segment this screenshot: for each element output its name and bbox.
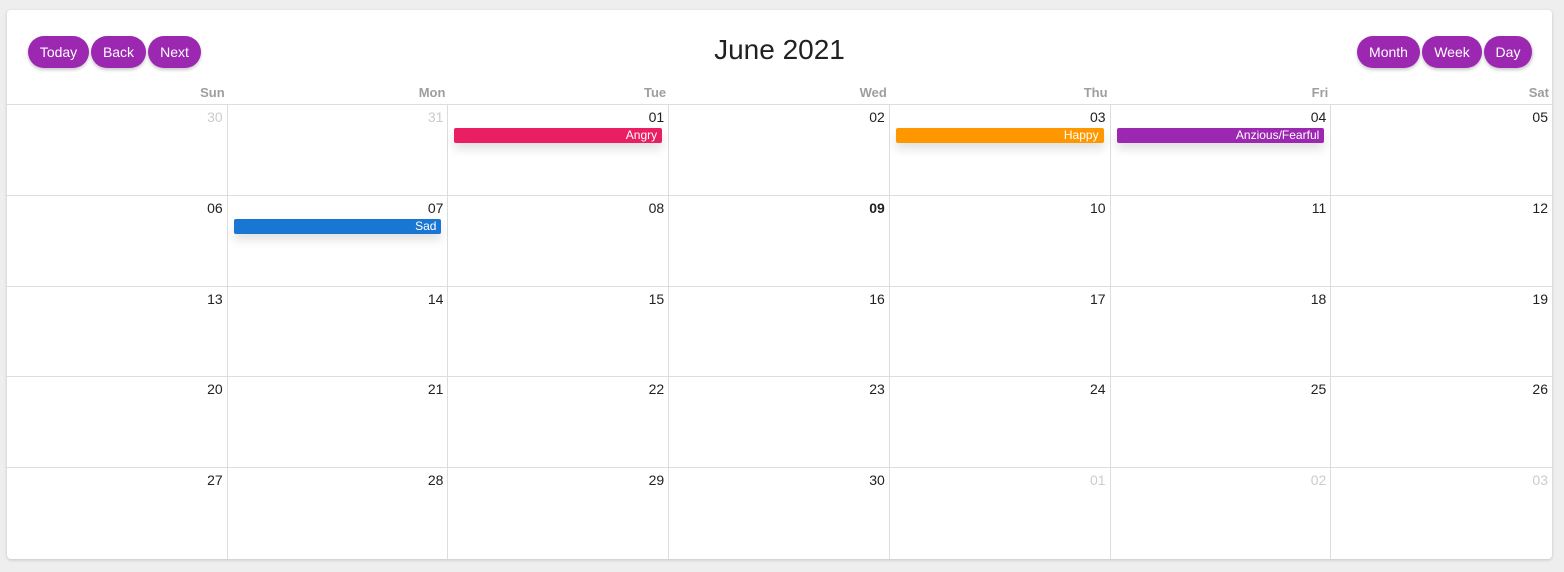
- day-cell[interactable]: 29: [448, 468, 670, 559]
- day-number[interactable]: 20: [207, 381, 223, 398]
- day-number[interactable]: 06: [207, 199, 223, 216]
- day-cell[interactable]: 27: [7, 468, 228, 559]
- day-number[interactable]: 22: [648, 381, 665, 398]
- day-number[interactable]: 17: [1089, 290, 1106, 307]
- day-cell[interactable]: 15: [448, 286, 670, 378]
- day-number[interactable]: 13: [207, 290, 223, 307]
- day-cell[interactable]: 22: [448, 377, 670, 469]
- day-number[interactable]: 03: [1532, 472, 1548, 489]
- weekday-header-sat: Sat: [1528, 85, 1549, 100]
- day-cell[interactable]: 13: [7, 286, 228, 378]
- day-cell[interactable]: 21: [227, 377, 449, 469]
- day-number[interactable]: 18: [1310, 290, 1327, 307]
- day-cell[interactable]: 08: [448, 195, 670, 287]
- day-number[interactable]: 01: [1089, 472, 1106, 489]
- month-grid: 30 31 01 Angry 02 03 Happy 04 Anzious/Fearful 05 0…: [7, 104, 1552, 559]
- day-number[interactable]: 29: [648, 472, 665, 489]
- weekday-header-wed: Wed: [859, 85, 887, 100]
- day-number[interactable]: 30: [207, 109, 223, 125]
- day-number[interactable]: 02: [869, 109, 885, 125]
- day-cell[interactable]: 14: [227, 286, 449, 378]
- day-number[interactable]: 03: [1089, 109, 1106, 125]
- day-cell[interactable]: 12: [1331, 196, 1552, 287]
- day-number[interactable]: 11: [1311, 199, 1327, 216]
- weekday-header-fri: Fri: [1311, 85, 1329, 100]
- event-happy[interactable]: Happy: [895, 128, 1104, 143]
- day-cell[interactable]: 26: [1331, 377, 1552, 469]
- back-button[interactable]: Back: [91, 36, 146, 68]
- day-cell[interactable]: 06: [7, 195, 228, 287]
- event-sad[interactable]: Sad: [233, 218, 442, 234]
- day-cell[interactable]: 03: [1331, 468, 1552, 559]
- day-cell[interactable]: 01: [890, 468, 1111, 559]
- week-view-button[interactable]: Week: [1422, 36, 1482, 68]
- day-number[interactable]: 04: [1310, 109, 1327, 125]
- day-cell[interactable]: 09: [669, 195, 890, 287]
- day-cell[interactable]: 16: [669, 286, 890, 378]
- day-cell[interactable]: 05: [1331, 105, 1552, 196]
- day-view-button[interactable]: Day: [1484, 36, 1533, 68]
- day-number[interactable]: 10: [1089, 199, 1106, 216]
- day-number[interactable]: 25: [1310, 381, 1327, 398]
- calendar-title: June 2021: [714, 34, 845, 65]
- event-angry[interactable]: Angry: [454, 128, 663, 143]
- weekday-header-sun: Sun: [200, 85, 225, 100]
- day-number[interactable]: 30: [869, 472, 885, 489]
- calendar: Today Back Next June 2021 Month Week Day…: [7, 10, 1552, 559]
- day-cell[interactable]: 31: [227, 105, 449, 196]
- day-cell[interactable]: 10: [889, 195, 1111, 287]
- day-number[interactable]: 28: [427, 472, 444, 489]
- day-cell[interactable]: 24: [889, 377, 1111, 469]
- day-number[interactable]: 05: [1532, 109, 1548, 125]
- day-number[interactable]: 14: [427, 290, 444, 307]
- today-button[interactable]: Today: [28, 36, 89, 68]
- day-number[interactable]: 02: [1310, 472, 1327, 489]
- day-cell[interactable]: 07 Sad: [227, 195, 449, 287]
- weekday-header-mon: Mon: [418, 85, 446, 100]
- weekday-header-row: Sun Mon Tue Wed Thu Fri Sat: [7, 84, 1552, 104]
- day-number[interactable]: 24: [1089, 381, 1106, 398]
- day-cell[interactable]: 23: [669, 377, 890, 469]
- day-cell[interactable]: 28: [228, 468, 449, 559]
- weekday-header-tue: Tue: [643, 85, 667, 100]
- day-cell[interactable]: 20: [7, 377, 228, 469]
- calendar-toolbar: Today Back Next June 2021 Month Week Day: [7, 10, 1552, 90]
- day-cell[interactable]: 02: [1111, 468, 1332, 559]
- day-number[interactable]: 27: [207, 472, 223, 489]
- day-cell[interactable]: 17: [889, 286, 1111, 378]
- day-number[interactable]: 07: [427, 199, 444, 216]
- day-cell[interactable]: 30: [7, 105, 228, 196]
- day-number[interactable]: 15: [648, 290, 665, 307]
- view-switcher: Month Week Day: [1357, 36, 1533, 68]
- day-number[interactable]: 09: [869, 199, 885, 216]
- day-cell[interactable]: 18: [1110, 286, 1332, 378]
- day-cell[interactable]: 01 Angry: [448, 105, 670, 196]
- month-view-button[interactable]: Month: [1357, 36, 1420, 68]
- day-number[interactable]: 12: [1532, 199, 1548, 216]
- day-number[interactable]: 31: [427, 109, 444, 125]
- day-number[interactable]: 21: [427, 381, 444, 398]
- day-cell[interactable]: 11: [1110, 195, 1332, 287]
- day-cell[interactable]: 25: [1110, 377, 1332, 469]
- day-number[interactable]: 19: [1532, 290, 1548, 307]
- day-cell[interactable]: 03 Happy: [889, 105, 1111, 196]
- navigation-buttons: Today Back Next: [28, 36, 203, 68]
- day-number[interactable]: 26: [1532, 381, 1548, 398]
- event-anzious-fearful[interactable]: Anzious/Fearful: [1116, 128, 1325, 143]
- day-cell[interactable]: 02: [669, 105, 890, 196]
- day-cell[interactable]: 04 Anzious/Fearful: [1110, 105, 1332, 196]
- day-number[interactable]: 08: [648, 199, 665, 216]
- day-cell[interactable]: 19: [1331, 287, 1552, 378]
- day-number[interactable]: 16: [869, 290, 885, 307]
- weekday-header-thu: Thu: [1083, 85, 1108, 100]
- day-number[interactable]: 01: [648, 109, 665, 125]
- next-button[interactable]: Next: [148, 36, 201, 68]
- day-cell[interactable]: 30: [669, 468, 890, 559]
- day-number[interactable]: 23: [869, 381, 885, 398]
